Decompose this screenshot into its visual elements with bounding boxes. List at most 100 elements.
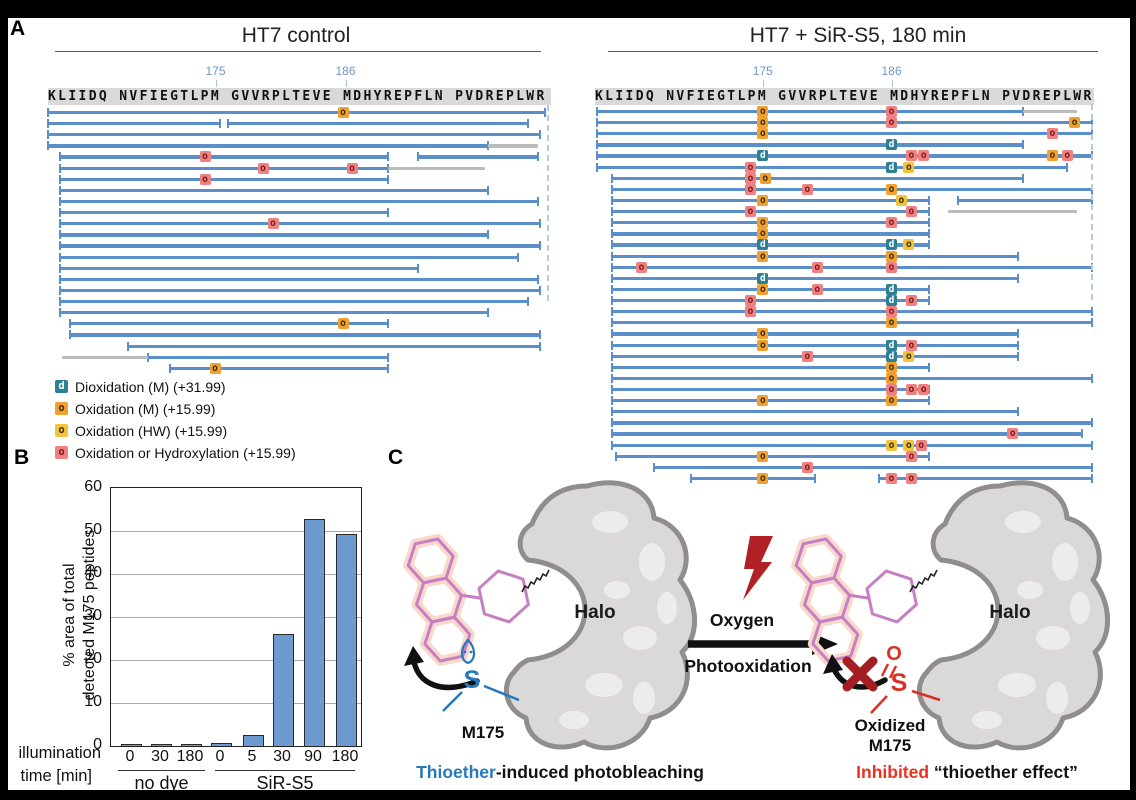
peptide-bar [610, 385, 930, 394]
peptide-bar [614, 451, 930, 461]
position-label-186: 186 [881, 64, 902, 78]
peptide-bar [59, 196, 539, 206]
bar-0 [120, 744, 142, 746]
modification-marker-oxhw: o [903, 239, 915, 251]
methyl-bond-left [442, 691, 463, 712]
modification-marker-oxh: o [199, 151, 211, 163]
map-title-sir: HT7 + SiR-S5, 180 min [749, 24, 967, 47]
bar-180 [180, 744, 202, 746]
x-tick-label: 30 [151, 748, 169, 765]
group-label-SiR-S5: SiR-S5 [256, 773, 314, 793]
modification-marker-oxh: o [1061, 150, 1073, 162]
y-tick-label: 20 [84, 650, 102, 667]
peptide-bar [610, 340, 1019, 350]
modification-marker-oxm: o [886, 372, 898, 384]
thioether-s-label: S [464, 666, 481, 694]
peptide-bar [610, 329, 1019, 339]
modification-marker-oxm: o [337, 107, 349, 118]
modification-marker-oxm: o [757, 395, 769, 407]
modification-marker-oxh: o [1046, 128, 1058, 140]
frame-top [0, 0, 1136, 18]
peptide-bar [957, 195, 1093, 205]
gridline [111, 617, 361, 618]
peptide-row [48, 274, 548, 285]
peptide-bar [610, 351, 1019, 361]
peptide-bar [610, 229, 930, 239]
modification-marker-oxm: o [1046, 150, 1058, 162]
peptide-bar [47, 119, 221, 129]
bar-0 [210, 743, 232, 746]
peptide-bar [610, 418, 1093, 428]
modification-marker-oxm: o [757, 250, 769, 262]
peptide-bar [610, 262, 1093, 272]
modification-marker-oxhw: o [895, 194, 907, 206]
oxidized-label-line1: Oxidized [855, 716, 926, 735]
linker-squiggle-right [909, 569, 938, 593]
sequence-right: KLIIDQ NVFIEGTLPM GVVRPLTEVE MDHYREPFLN … [595, 88, 1094, 105]
modification-marker-oxh: o [886, 106, 898, 117]
modification-marker-oxm: o [757, 217, 769, 229]
peptide-row: o [48, 151, 548, 163]
peptide-row [48, 263, 548, 274]
x-mark-icon [842, 656, 878, 692]
modification-marker-oxh: o [744, 206, 756, 218]
x-axis-title-line1: illumination [18, 744, 101, 762]
x-tick-label: 30 [273, 748, 291, 765]
peptide-bar [610, 396, 930, 406]
peptide-row: o [48, 318, 548, 330]
panel-c-label: C [388, 446, 404, 469]
legend-label: Oxidation (HW) (+15.99) [75, 423, 228, 439]
modification-marker-oxh: o [886, 217, 898, 229]
y-axis-title: % area of total detected M175 peptides [61, 529, 98, 701]
modification-marker-oxh: o [1007, 428, 1019, 440]
peptide-row [47, 140, 548, 151]
peptide-row: o [597, 328, 1092, 340]
modification-marker-oxh: o [918, 384, 930, 395]
y-tick-label: 60 [84, 478, 102, 495]
oxidized-label-line2: M175 [869, 736, 912, 755]
modification-legend: d Dioxidation (M) (+31.99) o Oxidation (M) … [55, 379, 355, 461]
modification-marker-oxh: o [744, 161, 756, 173]
peptide-row: o [597, 428, 1092, 440]
modification-marker-di: d [886, 161, 898, 173]
peptide-bar [59, 285, 541, 295]
sequence-end-line [1091, 104, 1093, 300]
peptide-bar [610, 195, 930, 205]
position-label-175: 175 [205, 64, 226, 78]
electron-transfer-arrow [410, 653, 480, 691]
peptide-bar [227, 119, 529, 129]
caption-left-rest: -induced photobleaching [496, 762, 704, 782]
modification-marker-di: d [757, 239, 769, 251]
unmatched-segment [388, 166, 485, 170]
peptide-row [48, 229, 548, 240]
peptide-row: d [597, 272, 1092, 284]
gridline [111, 574, 361, 575]
peptide-bar [610, 407, 1019, 417]
peptide-row [597, 406, 1092, 417]
peptide-bar [59, 297, 529, 307]
mechanism-diagram: Halo S M175 Thioether-induced photobleac… [382, 448, 1136, 782]
gridline [111, 660, 361, 661]
peptide-bar [596, 162, 1069, 172]
modification-marker-oxh: o [744, 295, 756, 307]
caption-right-accent: Inhibited [856, 762, 929, 782]
modification-marker-oxh: o [905, 339, 917, 351]
modification-marker-oxh: o [905, 384, 917, 395]
photooxidation-label: Photooxidation [684, 656, 811, 676]
protein-bond-left [483, 684, 520, 702]
modification-marker-oxm: o [757, 283, 769, 295]
gridline [111, 531, 361, 532]
peptide-row: d [596, 139, 1092, 151]
modification-marker-oxh: o [886, 261, 898, 273]
x-tick-label: 180 [176, 748, 204, 765]
blocked-arrowhead [823, 654, 843, 674]
peptide-bar [610, 240, 930, 250]
